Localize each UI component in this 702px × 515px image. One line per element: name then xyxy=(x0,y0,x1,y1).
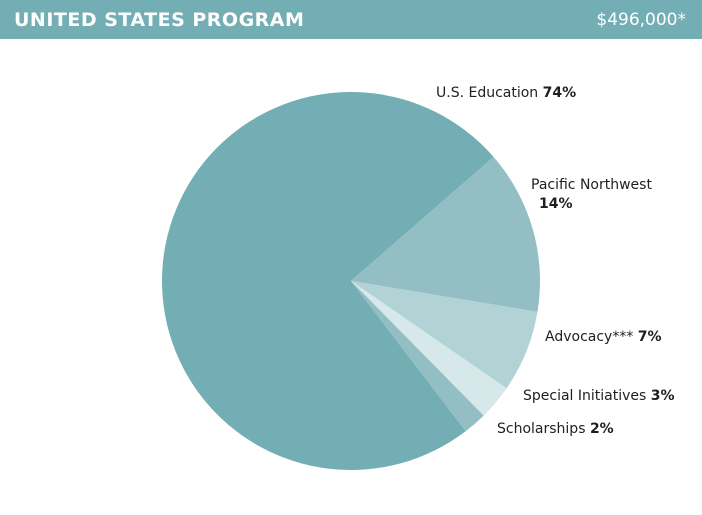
slice-name-u-s-education: U.S. Education xyxy=(436,85,543,101)
program-amount: $496,000* xyxy=(596,10,686,30)
slice-name-advocacy: Advocacy*** xyxy=(545,329,638,345)
header-bar: UNITED STATES PROGRAM $496,000* xyxy=(0,0,702,39)
slice-label-advocacy: Advocacy*** 7% xyxy=(545,329,662,345)
program-title: UNITED STATES PROGRAM xyxy=(14,9,305,31)
slice-name-special-initiatives: Special Initiatives xyxy=(523,388,651,404)
slice-percent-special-initiatives: 3% xyxy=(651,388,675,404)
pie-slice-scholarships xyxy=(351,281,484,432)
pie-slice-u-s-education xyxy=(161,91,494,470)
pie-labels: U.S. Education 74% Pacific Northwest 14% Ad… xyxy=(436,85,675,437)
slice-label-pacific-northwest: Pacific Northwest xyxy=(531,177,652,193)
slice-percent-advocacy: 7% xyxy=(638,329,662,345)
slice-label-scholarships: Scholarships 2% xyxy=(497,421,614,437)
slice-percent-pacific-northwest: 14% xyxy=(539,196,573,212)
slice-label-special-initiatives: Special Initiatives 3% xyxy=(523,388,675,404)
pie-slice-advocacy xyxy=(351,281,538,389)
pie-chart: U.S. Education 74% Pacific Northwest 14% Ad… xyxy=(161,85,675,470)
slice-label-u-s-education: U.S. Education 74% xyxy=(436,85,576,101)
slice-percent-u-s-education: 74% xyxy=(543,85,577,101)
slice-percent-scholarships: 2% xyxy=(590,421,614,437)
pie-slice-pacific-northwest xyxy=(351,157,540,312)
slice-name-scholarships: Scholarships xyxy=(497,421,590,437)
pie-slice-special-initiatives xyxy=(351,281,507,416)
pie-slices xyxy=(161,91,540,470)
